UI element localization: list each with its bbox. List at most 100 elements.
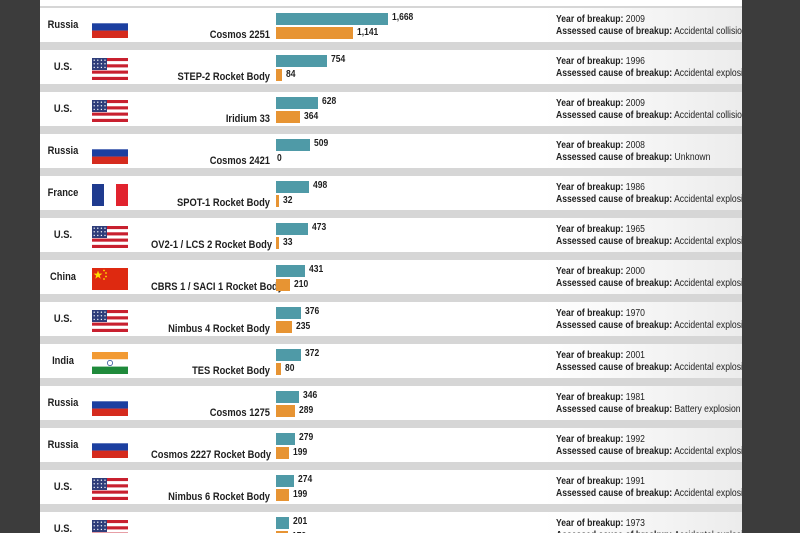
bar-series-1 [276, 349, 301, 361]
bar-series-2 [276, 237, 279, 249]
bar-label-series-2: 179 [292, 531, 306, 533]
year-line: Year of breakup: 1965 [556, 224, 742, 236]
cause-line: Assessed cause of breakup: Accidental ex… [556, 236, 742, 248]
year-line: Year of breakup: 2008 [556, 140, 710, 152]
breakup-info: Year of breakup: 1991 Assessed cause of b… [556, 476, 742, 500]
russia-flag-icon [92, 16, 128, 38]
bar-label-series-2: 199 [293, 447, 308, 458]
cause-line: Assessed cause of breakup: Accidental ex… [556, 68, 742, 80]
cause-value: Accidental explosion [674, 194, 742, 205]
year-value: 1965 [625, 224, 645, 235]
bar-label-series-1: 346 [303, 390, 318, 401]
object-name: TES Rocket Body [192, 365, 270, 377]
cause-key: Assessed cause of breakup: [556, 362, 673, 373]
year-line: Year of breakup: 1970 [556, 308, 742, 320]
bar-label-series-1: 498 [313, 180, 328, 191]
year-key: Year of breakup: [556, 266, 624, 277]
table-row: Russia Cosmos 2421 509 0 Year of breakup: 20… [40, 134, 742, 168]
cause-key: Assessed cause of breakup: [556, 110, 673, 121]
breakup-info: Year of breakup: 2009 Assessed cause of b… [556, 98, 742, 122]
cause-key: Assessed cause of breakup: [556, 320, 673, 331]
cause-line: Assessed cause of breakup: Accidental ex… [556, 362, 742, 374]
bar-series-2 [276, 531, 289, 533]
table-row: France SPOT-1 Rocket Body 498 32 Year of bre… [40, 176, 742, 210]
bar-series-1 [276, 97, 319, 109]
cause-key: Assessed cause of breakup: [556, 68, 673, 79]
year-key: Year of breakup: [556, 14, 624, 25]
cause-key: Assessed cause of breakup: [556, 26, 673, 37]
year-line: Year of breakup: 1991 [556, 476, 742, 488]
cause-value: Accidental explosion [674, 68, 742, 79]
country-label: India [52, 355, 74, 367]
country-label: Russia [47, 439, 79, 451]
year-line: Year of breakup: 1986 [556, 182, 742, 194]
bar-series-1 [276, 517, 290, 529]
cause-key: Assessed cause of breakup: [556, 152, 673, 163]
bar-label-series-1: 201 [293, 516, 308, 527]
bar-label-series-1: 628 [322, 96, 337, 107]
bar-label-series-2: 235 [295, 321, 310, 332]
object-name: Cosmos 2421 [209, 155, 270, 167]
table-row: U.S. OV2-1 / LCS 2 Rocket Body 473 33 Year o… [40, 218, 742, 252]
table-row: Russia Cosmos 2227 Rocket Body 279 199 Year … [40, 428, 742, 462]
year-key: Year of breakup: [556, 98, 624, 109]
us-flag-icon [92, 478, 128, 500]
year-value: 2009 [625, 14, 645, 25]
year-value: 1973 [625, 518, 645, 529]
bar-label-series-2: 32 [283, 195, 293, 206]
bar-label-series-2: 364 [304, 111, 319, 122]
year-key: Year of breakup: [556, 434, 624, 445]
country-label: Russia [47, 397, 79, 409]
bar-label-series-1: 376 [305, 306, 320, 317]
cause-key: Assessed cause of breakup: [556, 404, 673, 415]
breakup-info: Year of breakup: 1973Assessed cause of b… [556, 518, 742, 533]
bar-label-series-1: 431 [308, 264, 324, 275]
country-label: U.S. [53, 61, 73, 73]
year-key: Year of breakup: [556, 308, 624, 319]
object-name: Nimbus 6 Rocket Body [168, 491, 270, 503]
object-name: Cosmos 2227 Rocket Body [151, 449, 272, 461]
year-line: Year of breakup: 1973 [556, 518, 742, 530]
country-label: U.S. [53, 313, 73, 325]
bar-series-1 [276, 181, 310, 193]
country-label: Russia [47, 145, 79, 157]
country-label: France [47, 187, 79, 199]
year-line: Year of breakup: 2009 [556, 98, 742, 110]
year-key: Year of breakup: [556, 392, 624, 403]
country-label: Russia [47, 19, 79, 31]
year-line: Year of breakup: 2000 [556, 266, 742, 278]
year-key: Year of breakup: [556, 518, 624, 529]
year-value: 2009 [625, 98, 645, 109]
breakup-info: Year of breakup: 1986 Assessed cause of b… [556, 182, 742, 206]
breakup-info: Year of breakup: 2000 Assessed cause of b… [556, 266, 742, 290]
breakup-info: Year of breakup: 2008 Assessed cause of b… [556, 140, 710, 164]
cause-line: Assessed cause of breakup: Accidental ex… [556, 488, 742, 500]
bar-label-series-2: 84 [285, 69, 296, 80]
russia-flag-icon [92, 142, 128, 164]
year-key: Year of breakup: [556, 56, 624, 67]
country-label: U.S. [53, 103, 73, 115]
bar-series-2 [276, 447, 290, 459]
france-flag-icon [92, 184, 128, 206]
bar-label-series-2: 210 [294, 279, 309, 290]
year-line: Year of breakup: 1981 [556, 392, 741, 404]
table-row: U.S. Iridium 33 628 364 Year of breakup: 200… [40, 92, 742, 126]
cause-value: Accidental collision [674, 110, 742, 121]
table-row: China CBRS 1 / SACI 1 Rocket Body 431 210 Ye… [40, 260, 742, 294]
bar-label-series-1: 279 [298, 432, 313, 443]
bar-label-series-2: 1,141 [356, 27, 378, 38]
country-label: U.S. [53, 523, 73, 533]
bar-series-1 [276, 55, 327, 67]
bar-series-2 [276, 111, 301, 123]
year-value: 2000 [625, 266, 645, 277]
breakup-info: Year of breakup: 1996 Assessed cause of b… [556, 56, 742, 80]
header-strip [40, 0, 742, 6]
bar-series-1 [276, 139, 311, 151]
year-line: Year of breakup: 2009 [556, 14, 742, 26]
year-value: 1970 [625, 308, 645, 319]
cause-line: Assessed cause of breakup: Accidental ex… [556, 320, 742, 332]
table-row: U.S.NOAA 3 Rocket Body201179Year of brea… [40, 512, 742, 533]
table-row: India TES Rocket Body 372 80 Year of breakup… [40, 344, 742, 378]
cause-value: Accidental explosion [674, 362, 742, 373]
object-name: SPOT-1 Rocket Body [176, 197, 270, 209]
